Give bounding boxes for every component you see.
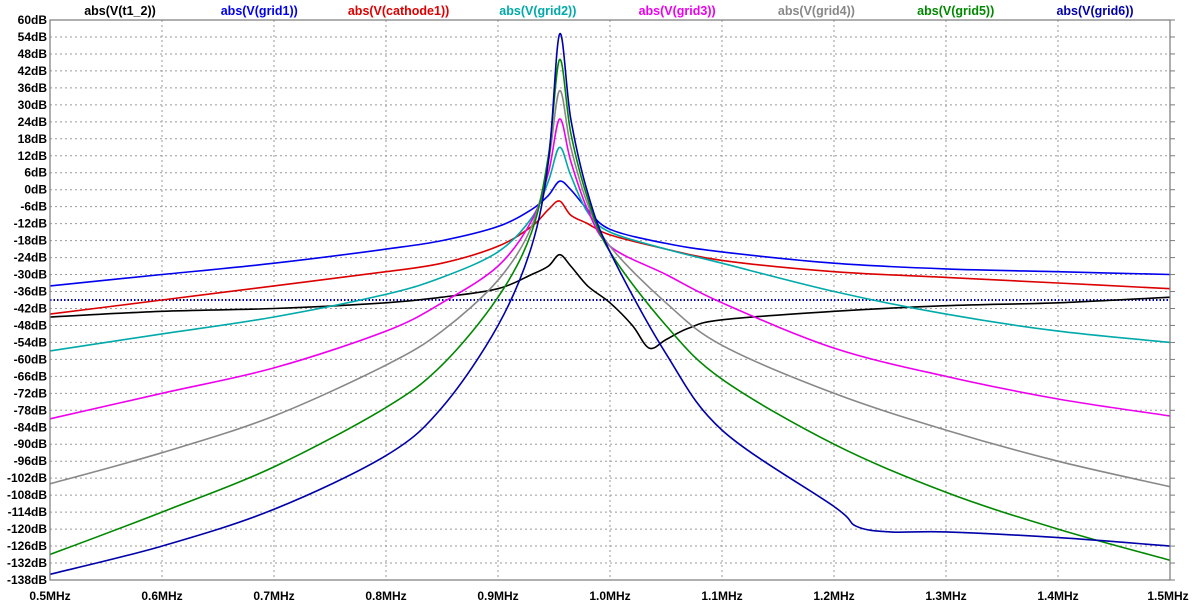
- legend-entry: abs(V(grid2)): [499, 4, 576, 18]
- y-tick-label: -54dB: [14, 335, 48, 349]
- legend-entry: abs(V(t1_2)): [84, 4, 156, 18]
- y-tick-label: -108dB: [7, 488, 47, 502]
- y-tick-label: -138dB: [7, 573, 47, 587]
- x-tick-label: 1.1MHz: [701, 589, 742, 603]
- series-line-abs-v-grid5-: [49, 58, 1171, 561]
- y-tick-label: -60dB: [14, 352, 48, 366]
- legend-entry: abs(V(cathode1)): [348, 4, 449, 18]
- y-tick-label: 30dB: [18, 98, 48, 112]
- series-line-abs-v-grid1-: [49, 180, 1171, 287]
- series-line-abs-v-t1-2-: [49, 253, 1171, 350]
- y-tick-label: 54dB: [18, 30, 48, 44]
- y-tick-label: 24dB: [18, 115, 48, 129]
- y-tick-label: 12dB: [18, 149, 48, 163]
- legend-entry: abs(V(grid4)): [778, 4, 855, 18]
- x-tick-label: 1.3MHz: [925, 589, 966, 603]
- legend: abs(V(t1_2)) abs(V(grid1)) abs(V(cathode1)…: [84, 4, 1133, 18]
- y-tick-label: -102dB: [7, 471, 47, 485]
- plot-border: [49, 19, 1171, 581]
- y-tick-label: -96dB: [14, 454, 48, 468]
- y-tick-label: -30dB: [14, 268, 48, 282]
- x-tick-label: 1.0MHz: [589, 589, 630, 603]
- legend-entry: abs(V(grid5)): [917, 4, 994, 18]
- y-tick-label: -66dB: [14, 369, 48, 383]
- y-tick-label: -126dB: [7, 539, 47, 553]
- legend-entry: abs(V(grid6)): [1056, 4, 1133, 18]
- legend-entry: abs(V(grid1)): [221, 4, 298, 18]
- y-tick-label: -132dB: [7, 556, 47, 570]
- y-tick-label: 36dB: [18, 81, 48, 95]
- y-tick-label: -72dB: [14, 386, 48, 400]
- y-tick-label: -42dB: [14, 301, 48, 315]
- y-tick-label: -12dB: [14, 217, 48, 231]
- x-tick-label: 0.8MHz: [365, 589, 406, 603]
- plot-frame: [49, 19, 1171, 581]
- y-tick-label: 42dB: [18, 64, 48, 78]
- x-tick-label: 0.6MHz: [141, 589, 182, 603]
- y-tick-label: 18dB: [18, 132, 48, 146]
- y-tick-label: -90dB: [14, 437, 48, 451]
- y-tick-label: 6dB: [24, 166, 47, 180]
- y-tick-label: 48dB: [18, 47, 48, 61]
- y-axis-tick-labels: 60dB 54dB 48dB 42dB 36dB 30dB 24dB 18dB 12dB 6dB 0…: [7, 13, 47, 587]
- y-tick-label: -120dB: [7, 522, 47, 536]
- x-axis-tick-labels: 0.5MHz 0.6MHz 0.7MHz 0.8MHz 0.9MHz 1.0MHz 1.1M…: [29, 589, 1188, 603]
- series-line-abs-v-cathode1-: [49, 200, 1171, 315]
- y-tick-label: 0dB: [24, 183, 47, 197]
- x-tick-label: 1.4MHz: [1037, 589, 1078, 603]
- legend-entry: abs(V(grid3)): [639, 4, 716, 18]
- x-tick-label: 1.5MHz: [1147, 589, 1188, 603]
- y-tick-label: -36dB: [14, 285, 48, 299]
- x-tick-label: 1.2MHz: [813, 589, 854, 603]
- y-tick-label: 60dB: [18, 13, 48, 27]
- y-tick-label: -24dB: [14, 251, 48, 265]
- y-tick-label: -48dB: [14, 318, 48, 332]
- y-tick-label: -84dB: [14, 420, 48, 434]
- series-line-abs-v-grid4-: [49, 89, 1171, 488]
- y-tick-label: -78dB: [14, 403, 48, 417]
- y-tick-label: -18dB: [14, 234, 48, 248]
- y-tick-label: -114dB: [8, 505, 48, 519]
- series-line-abs-v-grid3-: [49, 118, 1171, 420]
- y-tick-label: -6dB: [20, 200, 47, 214]
- series-line-abs-v-grid2-: [49, 146, 1171, 352]
- x-tick-label: 0.5MHz: [29, 589, 70, 603]
- x-tick-label: 0.7MHz: [253, 589, 294, 603]
- x-tick-label: 0.9MHz: [477, 589, 518, 603]
- series-line-abs-v-grid6-: [49, 33, 1171, 576]
- series-layer: [49, 33, 1171, 576]
